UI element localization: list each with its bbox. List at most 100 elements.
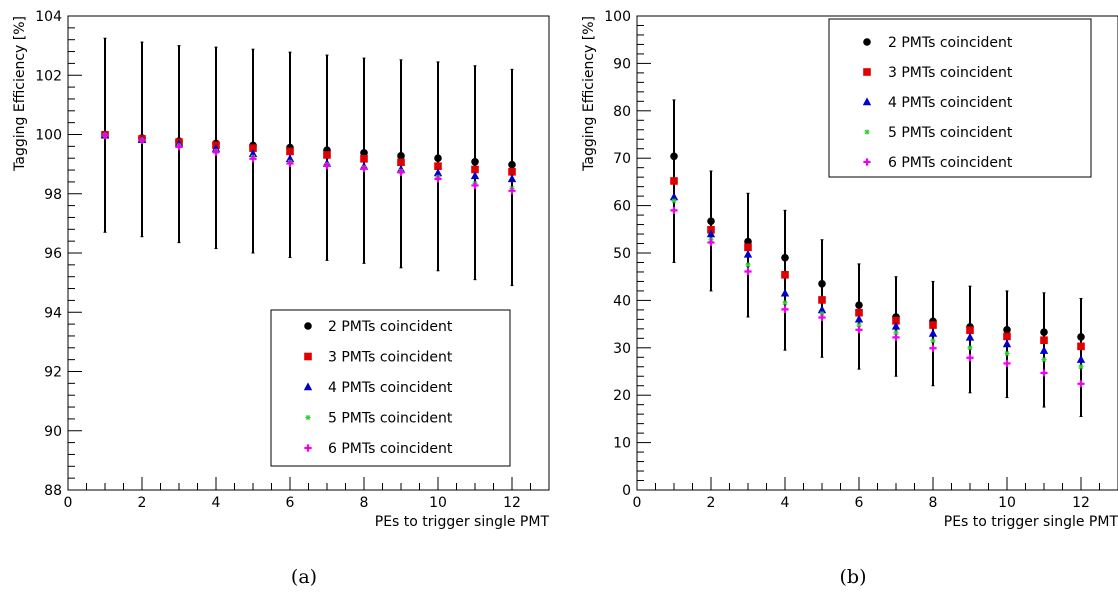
y-axis-title: Tagging Efficiency [%]: [581, 16, 597, 172]
data-point: [211, 144, 221, 152]
data-point: [434, 175, 442, 183]
series-3-pmts: [101, 130, 516, 176]
data-point: [1077, 342, 1085, 351]
data-point: [470, 171, 480, 180]
legend-marker: [864, 129, 870, 135]
data-point: [781, 253, 789, 262]
legend-marker: [863, 68, 871, 76]
data-point: [1076, 355, 1086, 363]
x-tick-label: 2: [707, 495, 716, 511]
series-3-pmts: [670, 177, 1085, 351]
y-tick-label: 104: [35, 9, 62, 25]
series-6-pmts: [670, 206, 1085, 388]
legend: 2 PMTs coincident 3 PMTs coincident 4 PMTs…: [828, 18, 1092, 178]
x-tick-label: 0: [64, 495, 73, 511]
y-tick-label: 102: [35, 68, 62, 84]
data-point: [855, 326, 863, 334]
data-point: [706, 229, 716, 238]
y-tick-label: 96: [44, 246, 62, 262]
series-6-pmts: [101, 131, 516, 195]
x-tick-label: 4: [212, 495, 221, 511]
data-point: [966, 326, 974, 335]
legend-marker: [863, 158, 871, 166]
data-point: [1003, 325, 1011, 334]
legend-label: 3 PMTs coincident: [328, 350, 453, 366]
legend-marker: [304, 322, 312, 330]
data-point: [397, 168, 405, 177]
data-point: [854, 314, 864, 323]
y-tick-label: 40: [613, 293, 631, 309]
data-point: [508, 187, 516, 195]
data-point: [818, 313, 826, 322]
series-5-pmts: [671, 198, 1084, 370]
y-tick-label: 70: [613, 151, 631, 167]
x-tick-label: 10: [429, 495, 447, 511]
data-point: [744, 267, 752, 276]
data-point: [930, 338, 936, 344]
data-point: [323, 162, 331, 170]
data-point: [670, 177, 678, 185]
legend-marker: [303, 382, 313, 391]
data-point: [818, 280, 826, 288]
data-point: [1077, 380, 1085, 388]
data-point: [892, 316, 900, 325]
data-point: [508, 160, 516, 169]
y-tick-label: 20: [613, 388, 631, 404]
data-point: [817, 305, 827, 314]
x-tick-label: 8: [929, 495, 938, 511]
y-tick-label: 50: [613, 246, 631, 262]
legend-label: 4 PMTs coincident: [888, 95, 1013, 111]
data-point: [1039, 346, 1049, 354]
data-point: [471, 165, 479, 174]
x-tick-label: 10: [998, 495, 1016, 511]
data-point: [745, 262, 751, 268]
data-point: [670, 206, 678, 214]
data-point: [471, 157, 479, 166]
legend-label: 5 PMTs coincident: [888, 125, 1013, 141]
data-point: [967, 345, 973, 351]
x-tick-label: 8: [360, 495, 369, 511]
data-point: [707, 217, 715, 226]
x-tick-label: 0: [633, 495, 642, 511]
data-point: [1040, 328, 1048, 336]
data-point: [397, 158, 405, 167]
data-point: [434, 154, 442, 162]
data-point: [893, 330, 899, 336]
y-tick-label: 80: [613, 104, 631, 120]
legend-label: 6 PMTs coincident: [328, 441, 453, 457]
legend-marker: [304, 444, 312, 452]
data-point: [507, 174, 517, 183]
data-point: [101, 131, 109, 139]
panel-caption: (b): [840, 566, 867, 588]
data-point: [434, 162, 442, 170]
data-point: [360, 164, 368, 173]
legend-label: 2 PMTs coincident: [328, 319, 453, 335]
series-2-pmts: [670, 152, 1085, 341]
y-tick-label: 60: [613, 199, 631, 215]
data-point: [818, 296, 826, 304]
data-point: [471, 181, 479, 190]
data-point: [819, 311, 825, 317]
data-point: [855, 308, 863, 317]
data-point: [781, 271, 789, 279]
series-4-pmts: [669, 192, 1086, 363]
data-point: [856, 322, 862, 328]
data-point: [1040, 369, 1048, 377]
data-point: [285, 154, 295, 162]
series-5-pmts: [102, 132, 515, 192]
legend-marker: [304, 352, 312, 361]
series-4-pmts: [100, 130, 517, 183]
chart-panel-b: 0 2 4 6 8 10 12 0 10 20 30 40 50 60 70 80 90 100 PEs to tr…: [581, 9, 1118, 588]
legend-label: 6 PMTs coincident: [888, 155, 1013, 171]
legend-marker: [305, 414, 311, 421]
data-point: [1003, 332, 1011, 341]
legend-box: [828, 18, 1092, 178]
x-tick-label: 4: [781, 495, 790, 511]
data-point: [175, 143, 183, 151]
data-point: [1004, 350, 1010, 357]
data-point: [743, 249, 753, 258]
x-tick-label: 6: [855, 495, 864, 511]
data-point: [928, 328, 938, 337]
data-point: [1041, 357, 1047, 363]
